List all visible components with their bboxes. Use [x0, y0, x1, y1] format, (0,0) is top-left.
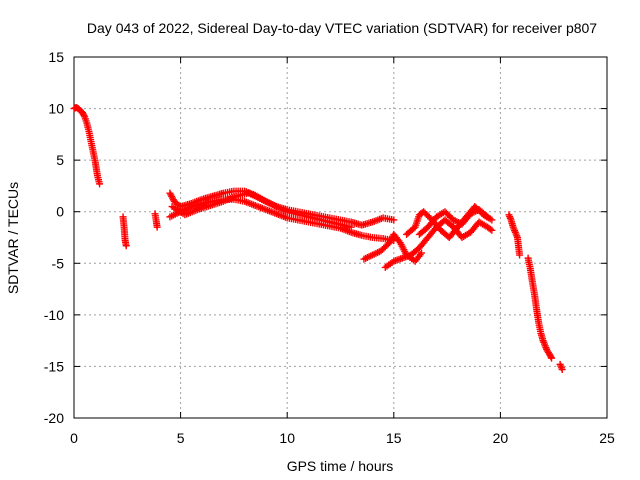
x-tick-label: 25 — [599, 430, 615, 446]
y-tick-label: 10 — [48, 101, 64, 117]
data-point — [548, 354, 556, 362]
data-point — [488, 226, 496, 234]
data-point — [482, 212, 490, 220]
data-points — [70, 104, 566, 374]
axes — [73, 56, 608, 419]
data-point — [122, 242, 130, 250]
y-axis-label: SDTVAR / TECUs — [5, 182, 21, 294]
x-axis-label: GPS time / hours — [287, 458, 394, 474]
x-tick-label: 20 — [493, 430, 509, 446]
data-point — [153, 223, 161, 231]
data-point — [80, 111, 88, 119]
data-point — [558, 366, 566, 374]
y-tick-label: -15 — [44, 358, 64, 374]
ticks: 0 5 10 15 20 25 -20 -15 -10 -5 0 5 10 15 — [44, 49, 615, 446]
y-tick-label: -10 — [44, 307, 64, 323]
y-tick-label: -5 — [52, 255, 65, 271]
data-point — [390, 216, 398, 224]
plot-frame — [73, 56, 608, 419]
x-tick-label: 10 — [279, 430, 295, 446]
data-point — [96, 180, 104, 188]
x-tick-label: 15 — [386, 430, 402, 446]
data-point — [418, 249, 426, 257]
y-tick-label: 15 — [48, 49, 64, 65]
y-tick-label: -20 — [44, 410, 64, 426]
data-point — [516, 251, 524, 259]
data-point — [484, 213, 492, 221]
y-tick-label: 5 — [56, 152, 64, 168]
data-point — [547, 353, 555, 361]
data-point — [486, 225, 494, 233]
x-tick-label: 0 — [70, 430, 78, 446]
x-tick-label: 5 — [177, 430, 185, 446]
data-point — [347, 223, 355, 231]
chart-title: Day 043 of 2022, Sidereal Day-to-day VTE… — [87, 20, 597, 36]
data-point — [488, 216, 496, 224]
grid-lines — [74, 57, 607, 418]
y-tick-label: 0 — [56, 204, 64, 220]
